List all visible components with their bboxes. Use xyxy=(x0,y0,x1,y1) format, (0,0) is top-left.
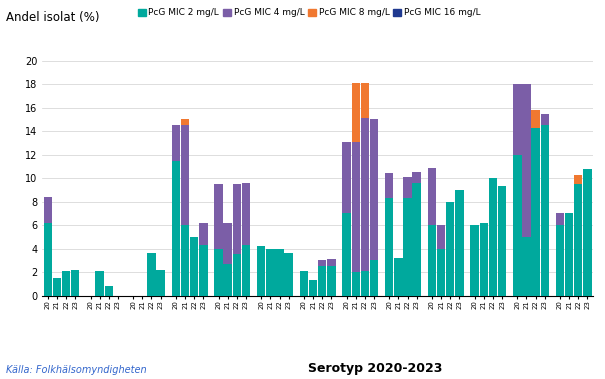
Bar xyxy=(413,172,421,183)
Bar xyxy=(214,249,223,296)
Bar xyxy=(223,264,232,296)
Bar xyxy=(428,225,436,296)
Bar xyxy=(361,83,369,118)
Bar xyxy=(44,223,52,296)
Bar xyxy=(404,177,412,198)
Bar xyxy=(318,260,327,266)
Bar xyxy=(105,286,113,296)
Bar xyxy=(44,197,52,223)
Text: Andel isolat (%): Andel isolat (%) xyxy=(6,11,100,24)
Bar xyxy=(513,155,522,296)
Bar xyxy=(370,260,378,296)
Bar xyxy=(309,280,317,296)
Bar xyxy=(327,266,336,296)
Bar xyxy=(199,245,208,296)
Text: Serotyp 2020-2023: Serotyp 2020-2023 xyxy=(308,362,442,375)
Bar xyxy=(352,83,360,142)
Bar xyxy=(181,119,189,125)
Bar xyxy=(498,186,506,296)
Bar xyxy=(565,213,574,296)
Bar xyxy=(233,184,241,255)
Bar xyxy=(242,245,250,296)
Bar xyxy=(53,278,61,296)
Bar xyxy=(556,213,564,225)
Bar xyxy=(181,225,189,296)
Text: Källa: Folkhälsomyndigheten: Källa: Folkhälsomyndigheten xyxy=(6,365,146,375)
Bar xyxy=(172,125,180,161)
Bar xyxy=(437,225,445,249)
Bar xyxy=(413,183,421,296)
Bar xyxy=(428,168,436,225)
Bar xyxy=(361,118,369,271)
Bar xyxy=(513,84,522,155)
Bar xyxy=(233,255,241,296)
Bar xyxy=(404,198,412,296)
Bar xyxy=(480,223,488,296)
Bar xyxy=(96,271,104,296)
Bar xyxy=(455,190,463,296)
Bar xyxy=(199,223,208,245)
Bar xyxy=(327,259,336,266)
Bar xyxy=(437,249,445,296)
Bar xyxy=(385,174,393,198)
Bar xyxy=(540,125,549,296)
Bar xyxy=(522,84,531,237)
Bar xyxy=(489,178,497,296)
Bar xyxy=(318,266,327,296)
Bar xyxy=(522,237,531,296)
Bar xyxy=(147,253,155,296)
Bar xyxy=(352,272,360,296)
Bar xyxy=(361,271,369,296)
Bar xyxy=(556,225,564,296)
Bar xyxy=(342,213,351,296)
Bar xyxy=(531,110,540,128)
Bar xyxy=(172,161,180,296)
Bar xyxy=(223,223,232,264)
Bar xyxy=(214,184,223,249)
Bar xyxy=(299,271,308,296)
Bar xyxy=(540,114,549,125)
Bar xyxy=(62,271,70,296)
Bar xyxy=(71,270,79,296)
Bar xyxy=(284,253,293,296)
Bar xyxy=(446,202,454,296)
Bar xyxy=(190,237,198,296)
Bar xyxy=(574,184,583,296)
Bar xyxy=(352,142,360,272)
Bar xyxy=(242,183,250,245)
Legend: PcG MIC 2 mg/L, PcG MIC 4 mg/L, PcG MIC 8 mg/L, PcG MIC 16 mg/L: PcG MIC 2 mg/L, PcG MIC 4 mg/L, PcG MIC … xyxy=(137,8,481,17)
Bar xyxy=(342,142,351,213)
Bar xyxy=(531,128,540,296)
Bar xyxy=(574,175,583,184)
Bar xyxy=(181,125,189,225)
Bar xyxy=(275,249,284,296)
Bar xyxy=(385,198,393,296)
Bar xyxy=(471,225,479,296)
Bar xyxy=(583,169,592,296)
Bar xyxy=(257,246,266,296)
Bar xyxy=(394,258,402,296)
Bar xyxy=(157,270,165,296)
Bar xyxy=(266,249,275,296)
Bar xyxy=(370,119,378,260)
